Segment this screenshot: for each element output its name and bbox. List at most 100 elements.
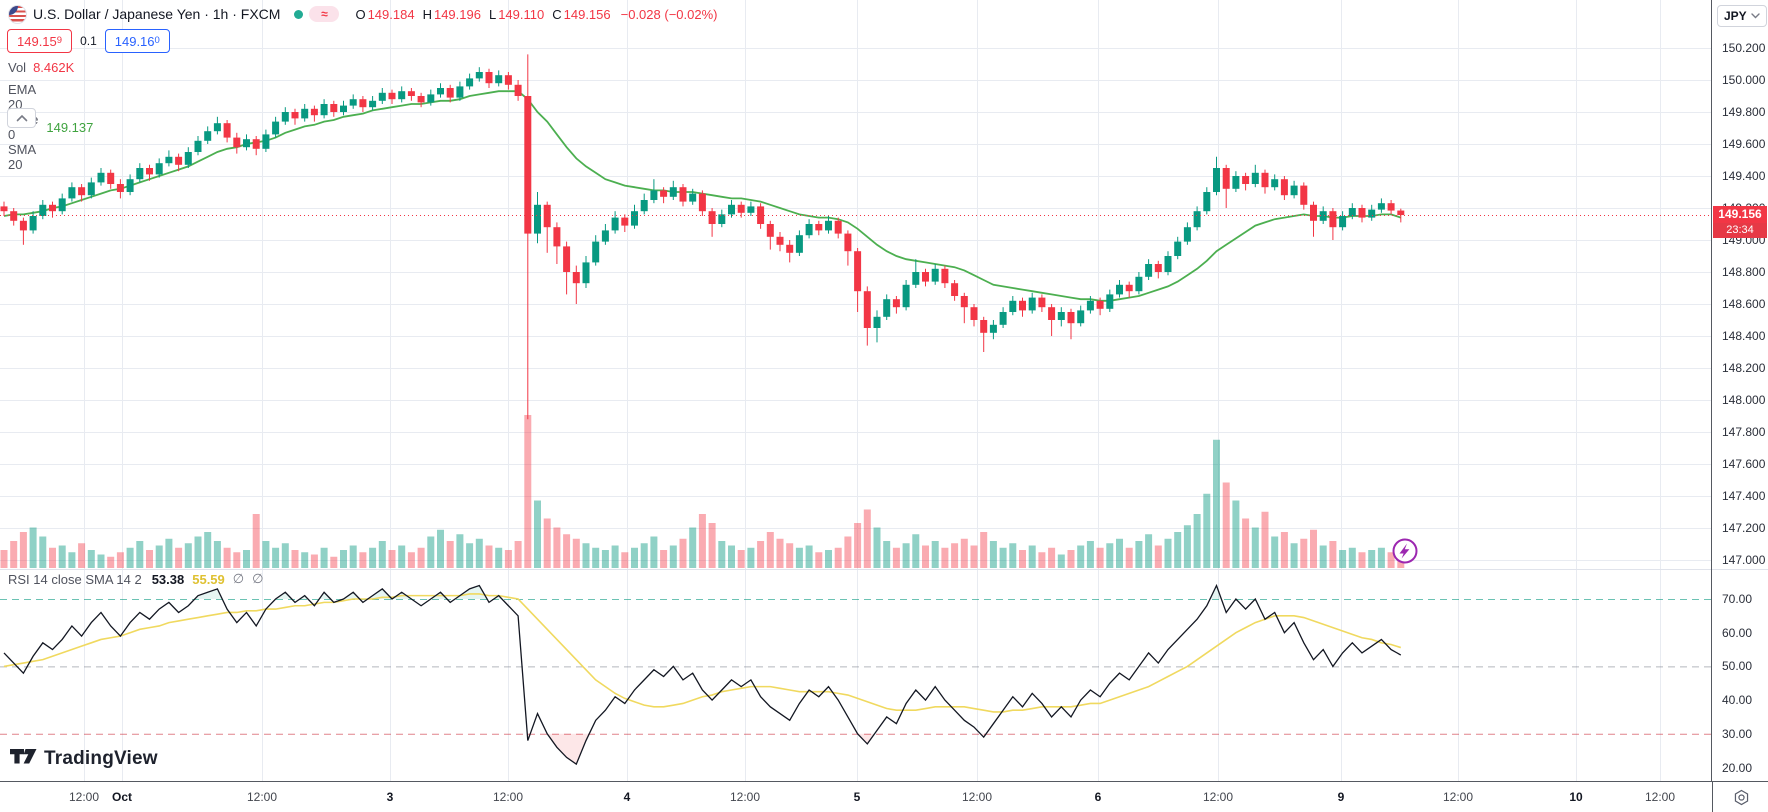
- candle: [0, 206, 8, 212]
- volume-bar: [611, 545, 619, 568]
- candle: [388, 92, 396, 100]
- time-axis-settings-button[interactable]: [1712, 782, 1768, 812]
- volume-bar: [407, 552, 415, 568]
- volume-bar: [834, 547, 842, 568]
- rsi-indicator-row[interactable]: RSI 14 close SMA 14 2 53.38 55.59 ∅ ∅: [8, 571, 263, 587]
- volume-bar: [592, 547, 600, 568]
- candle: [262, 134, 270, 149]
- candle: [689, 193, 697, 202]
- volume-bar: [252, 514, 260, 568]
- candle: [766, 224, 774, 237]
- volume-bar: [922, 545, 929, 568]
- volume-bar: [825, 550, 832, 568]
- candle: [1028, 297, 1036, 311]
- price-axis-label: 147.800: [1722, 425, 1766, 439]
- volume-bar: [747, 547, 755, 568]
- volume-bar: [737, 550, 745, 568]
- symbol-title[interactable]: U.S. Dollar / Japanese Yen · 1h · FXCM: [33, 6, 281, 22]
- volume-bar: [912, 534, 920, 568]
- candle: [97, 172, 105, 183]
- time-axis[interactable]: 12:00 Oct 12:00 3 12:00 4 12:00 5 12:00 6 12:00 9 12…: [0, 781, 1768, 812]
- volume-bar: [1300, 538, 1308, 568]
- symbol-legend-row: U.S. Dollar / Japanese Yen · 1h · FXCM ≈…: [8, 4, 717, 24]
- ema-value: 149.137: [46, 119, 94, 135]
- rsi-axis-label: 60.00: [1722, 625, 1753, 640]
- volume-indicator-row[interactable]: Vol 8.462K: [8, 60, 74, 75]
- rsi-empty-value-1: ∅: [232, 571, 245, 586]
- volume-bar: [1048, 547, 1056, 568]
- high-value: 149.196: [433, 6, 481, 22]
- candle: [815, 224, 823, 231]
- volume-bar: [902, 543, 910, 568]
- volume-bar: [689, 527, 697, 568]
- candle: [834, 220, 842, 234]
- candle: [737, 204, 745, 213]
- candle: [58, 198, 66, 212]
- price-axis-label: 147.200: [1722, 521, 1766, 535]
- candle: [776, 236, 784, 245]
- candle: [747, 206, 755, 213]
- volume-bar: [1174, 532, 1182, 568]
- bid-ask-row: 149.15 9 0.1 149.16 0: [7, 29, 170, 53]
- time-axis-label: 5: [853, 790, 861, 804]
- volume-bar: [291, 550, 299, 568]
- candle: [601, 230, 609, 242]
- currency-selector-button[interactable]: JPY: [1717, 5, 1767, 27]
- delayed-data-badge[interactable]: ≈: [309, 6, 340, 22]
- candle: [291, 112, 299, 119]
- volume-bar: [1135, 541, 1143, 568]
- volume-bar: [873, 527, 881, 568]
- rsi-overbought-fill: [1210, 585, 1222, 599]
- candle: [728, 204, 735, 215]
- volume-bar: [369, 547, 377, 568]
- volume-bar: [272, 547, 280, 568]
- candle: [407, 91, 415, 96]
- volume-bar: [1290, 543, 1298, 568]
- buy-button[interactable]: 149.16 0: [104, 29, 170, 53]
- legend-collapse-button[interactable]: [7, 108, 36, 128]
- volume-bar: [398, 545, 406, 568]
- volume-bar: [155, 545, 163, 568]
- price-axis-label: 148.400: [1722, 329, 1766, 343]
- candle: [19, 220, 27, 231]
- price-axis-label: 149.600: [1722, 137, 1766, 151]
- volume-bar: [78, 543, 86, 568]
- candle: [592, 241, 600, 263]
- volume-bar: [941, 547, 949, 568]
- candle: [446, 88, 454, 98]
- close-value: 149.156: [563, 6, 611, 22]
- tradingview-logo[interactable]: TradingView: [10, 748, 158, 770]
- volume-bar: [786, 543, 794, 568]
- candle: [146, 168, 153, 175]
- volume-bar: [10, 541, 18, 568]
- volume-bar: [951, 543, 959, 568]
- candle: [660, 190, 668, 197]
- candle: [320, 104, 328, 116]
- volume-bar: [330, 556, 338, 568]
- candle: [204, 131, 212, 141]
- volume-bar: [175, 547, 183, 568]
- candle: [902, 284, 910, 308]
- price-axis[interactable]: JPY 150.200 150.000 149.800 149.600 149.400 1…: [1712, 0, 1768, 812]
- volume-bar: [863, 509, 871, 568]
- volume-bar: [281, 543, 289, 568]
- candle: [39, 204, 47, 216]
- price-axis-label: 147.000: [1722, 553, 1766, 567]
- change-value: −0.028 (−0.02%): [620, 6, 718, 22]
- price-axis-label: 150.000: [1722, 73, 1766, 87]
- candle: [136, 168, 144, 180]
- volume-bar: [165, 538, 173, 568]
- price-axis-label: 149.800: [1722, 105, 1766, 119]
- volume-bar: [243, 550, 250, 568]
- volume-bar: [320, 547, 328, 568]
- rsi-axis-label: 50.00: [1722, 659, 1753, 674]
- volume-bar: [223, 547, 231, 568]
- volume-bar: [427, 536, 435, 568]
- volume-bar: [999, 547, 1007, 568]
- bar-countdown: 23:34: [1713, 223, 1767, 238]
- candle: [980, 320, 988, 333]
- volume-bar: [1271, 536, 1279, 568]
- sell-button[interactable]: 149.15 9: [7, 29, 73, 53]
- candle: [301, 108, 309, 119]
